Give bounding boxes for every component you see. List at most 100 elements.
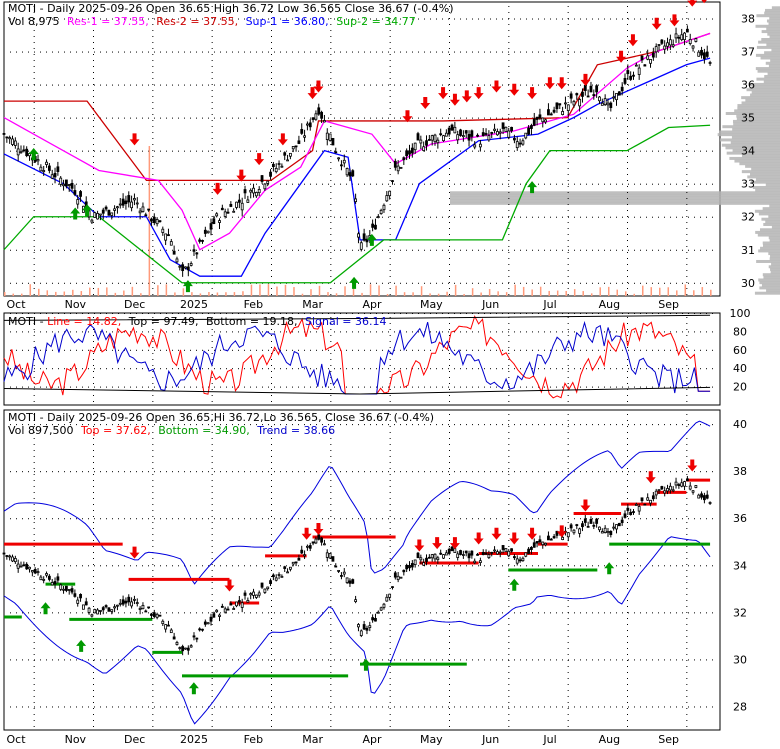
bot-vgrid-dot bbox=[449, 534, 450, 535]
top-vgrid-dot bbox=[93, 72, 94, 73]
bot-candle bbox=[403, 570, 405, 571]
top-grid-dot bbox=[592, 217, 593, 218]
bot-vgrid-dot bbox=[686, 420, 687, 421]
mid-grid-dot bbox=[544, 350, 545, 351]
mid-grid-dot bbox=[694, 313, 695, 314]
top-grid-dot bbox=[646, 283, 647, 284]
volume-profile-bar bbox=[760, 228, 780, 231]
top-vgrid-dot bbox=[508, 72, 509, 73]
top-vgrid-dot bbox=[34, 222, 35, 223]
bot-vgrid-dot bbox=[93, 558, 94, 559]
bot-vgrid-dot bbox=[330, 444, 331, 445]
bot-grid-dot bbox=[160, 471, 161, 472]
bot-candle bbox=[94, 609, 96, 612]
bot-vgrid-dot bbox=[330, 636, 331, 637]
bot-candle bbox=[275, 578, 277, 580]
top-candle bbox=[323, 121, 325, 122]
bot-candle bbox=[148, 607, 150, 608]
top-vgrid-dot bbox=[627, 192, 628, 193]
mid-grid-dot bbox=[448, 313, 449, 314]
mid-grid-dot bbox=[370, 350, 371, 351]
top-candle bbox=[406, 151, 408, 156]
mid-grid-dot bbox=[466, 331, 467, 332]
bot-grid-dot bbox=[70, 565, 71, 566]
top-candle bbox=[689, 39, 691, 43]
top-grid-dot bbox=[382, 52, 383, 53]
top-grid-dot bbox=[532, 52, 533, 53]
bot-grid-dot bbox=[268, 471, 269, 472]
mid-grid-dot bbox=[442, 368, 443, 369]
bot-vgrid-dot bbox=[449, 666, 450, 667]
bot-candle bbox=[326, 553, 328, 558]
bot-vgrid-dot bbox=[568, 558, 569, 559]
top-grid-dot bbox=[64, 85, 65, 86]
mid-vgrid-dot bbox=[686, 401, 687, 402]
mid-vgrid-dot bbox=[568, 353, 569, 354]
top-candle bbox=[374, 225, 376, 229]
mid-vgrid-dot bbox=[508, 389, 509, 390]
bot-grid-dot bbox=[562, 612, 563, 613]
top-vgrid-dot bbox=[568, 138, 569, 139]
bot-candle bbox=[165, 625, 167, 629]
mid-grid-dot bbox=[118, 313, 119, 314]
bot-grid-dot bbox=[400, 471, 401, 472]
bot-vgrid-dot bbox=[508, 588, 509, 589]
top-vgrid-dot bbox=[390, 252, 391, 253]
bot-grid-dot bbox=[340, 612, 341, 613]
top-grid-dot bbox=[100, 184, 101, 185]
top-grid-dot bbox=[388, 85, 389, 86]
top-vgrid-dot bbox=[271, 84, 272, 85]
bot-vgrid-dot bbox=[93, 564, 94, 565]
bot-candle bbox=[156, 614, 158, 617]
top-candle bbox=[451, 125, 453, 130]
top-grid-dot bbox=[22, 283, 23, 284]
bot-vgrid-dot bbox=[449, 450, 450, 451]
oscillator-axis-tick: 80 bbox=[733, 325, 747, 338]
top-grid-dot bbox=[310, 217, 311, 218]
bot-grid-dot bbox=[664, 471, 665, 472]
bot-candle bbox=[230, 604, 232, 606]
bot-grid-dot bbox=[10, 518, 11, 519]
bot-vgrid-dot bbox=[686, 510, 687, 511]
mid-grid-dot bbox=[604, 331, 605, 332]
top-vgrid-dot bbox=[627, 114, 628, 115]
bot-grid-dot bbox=[496, 706, 497, 707]
top-grid-dot bbox=[418, 19, 419, 20]
top-candle bbox=[584, 85, 586, 90]
mid-grid-dot bbox=[628, 387, 629, 388]
top-grid-dot bbox=[112, 52, 113, 53]
top-grid-dot bbox=[112, 118, 113, 119]
top-grid-dot bbox=[436, 19, 437, 20]
bot-vgrid-dot bbox=[390, 714, 391, 715]
bot-vgrid-dot bbox=[271, 564, 272, 565]
top-grid-dot bbox=[628, 52, 629, 53]
top-grid-dot bbox=[526, 283, 527, 284]
top-grid-dot bbox=[676, 85, 677, 86]
top-vgrid-dot bbox=[627, 48, 628, 49]
top-grid-dot bbox=[574, 85, 575, 86]
volume-bar bbox=[378, 285, 380, 296]
bot-vgrid-dot bbox=[271, 456, 272, 457]
top-candle bbox=[216, 214, 218, 216]
bot-vgrid-dot bbox=[271, 570, 272, 571]
bot-vgrid-dot bbox=[212, 612, 213, 613]
mid-grid-dot bbox=[190, 387, 191, 388]
top-grid-dot bbox=[100, 151, 101, 152]
bot-grid-dot bbox=[202, 565, 203, 566]
top-grid-dot bbox=[454, 283, 455, 284]
top-grid-dot bbox=[514, 19, 515, 20]
mid-grid-dot bbox=[226, 387, 227, 388]
bot-grid-dot bbox=[328, 518, 329, 519]
mid-grid-dot bbox=[556, 368, 557, 369]
bot-candle bbox=[343, 572, 345, 574]
bot-candle bbox=[281, 576, 283, 577]
top-candle bbox=[352, 171, 354, 176]
top-grid-dot bbox=[16, 184, 17, 185]
mid-vgrid-dot bbox=[686, 341, 687, 342]
top-candle bbox=[539, 115, 541, 118]
mid-vgrid-dot bbox=[152, 395, 153, 396]
mid-grid-dot bbox=[160, 368, 161, 369]
bot-grid-dot bbox=[622, 424, 623, 425]
mid-grid-dot bbox=[112, 350, 113, 351]
